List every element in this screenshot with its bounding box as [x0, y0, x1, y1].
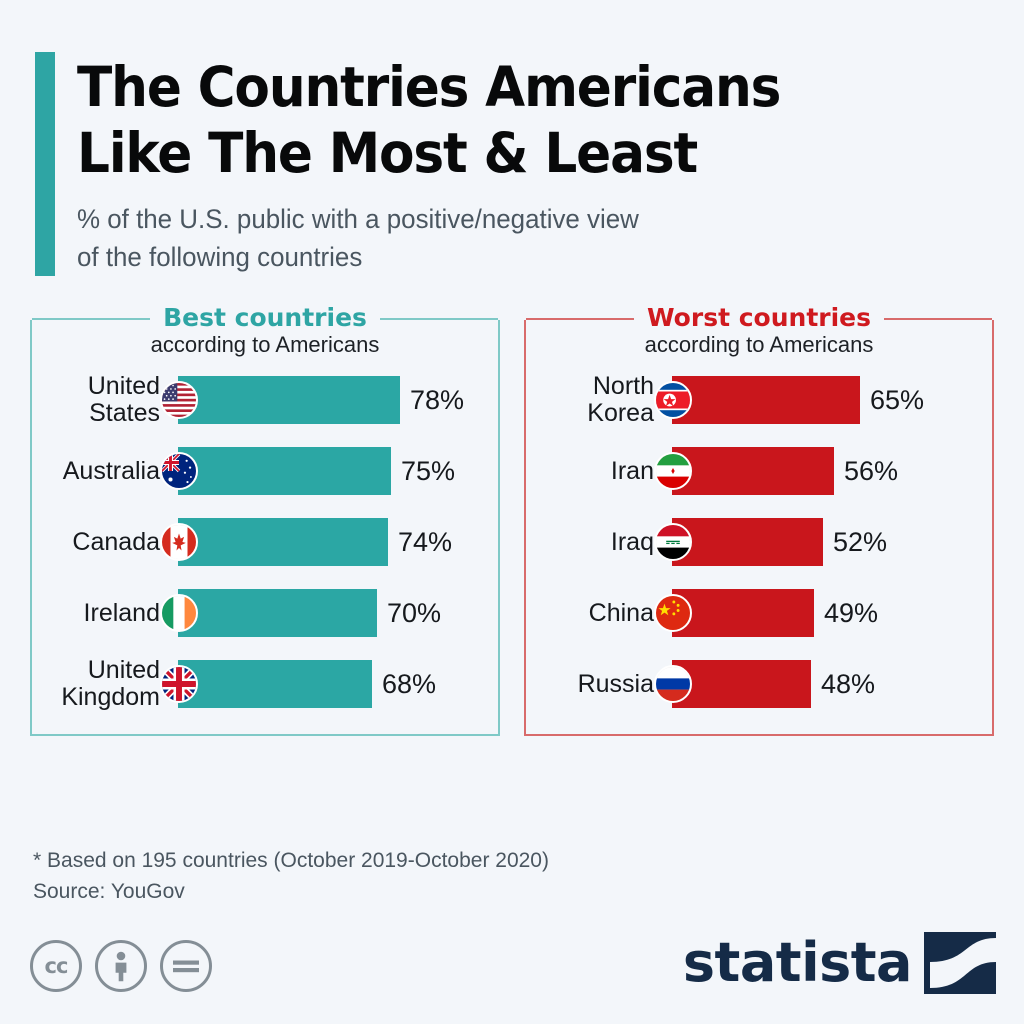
rule-left — [32, 318, 151, 320]
footnote-source: * Based on 195 countries (October 2019-O… — [33, 849, 549, 903]
bar-row: Canada 74% — [32, 518, 498, 566]
statista-wordmark: statista — [682, 931, 913, 994]
person-glyph — [115, 951, 127, 982]
page-subtitle: % of the U.S. public with a positive/neg… — [77, 204, 639, 272]
bar — [672, 589, 814, 637]
bar-row: United States — [32, 372, 498, 427]
panel-best-countries: Best countries according to Americans Un… — [30, 305, 500, 736]
panel-best-rows: United States — [32, 366, 498, 711]
statista-mark-icon — [924, 932, 996, 994]
bar-row: China — [526, 589, 992, 637]
creative-commons-icon[interactable]: cc — [30, 940, 82, 992]
bar-value: 74% — [398, 526, 453, 557]
header-text: The Countries Americans Like The Most & … — [77, 52, 825, 276]
country-label: China — [588, 598, 654, 627]
country-label: Canada — [72, 527, 160, 556]
bar — [672, 376, 860, 424]
bar — [672, 518, 823, 566]
bar-value: 52% — [833, 526, 888, 557]
country-label: Iraq — [610, 527, 654, 556]
chart-panels: Best countries according to Americans Un… — [30, 305, 994, 736]
bar-row: North Korea 65% — [526, 372, 992, 427]
bar — [178, 660, 372, 708]
country-label: United Kingdom — [61, 656, 160, 711]
bar-value: 75% — [401, 455, 456, 486]
bar — [178, 518, 388, 566]
flag-ireland-icon — [160, 594, 198, 632]
country-label: North Korea — [587, 372, 654, 427]
bar-row: Australia — [32, 447, 498, 495]
flag-united-states-icon — [160, 381, 198, 419]
equals-glyph — [173, 960, 199, 973]
flag-north-korea-icon — [654, 381, 692, 419]
title-accent-bar — [35, 52, 55, 276]
bar-row: United Kingdom 68% — [32, 656, 498, 711]
flag-iraq-icon — [654, 523, 692, 561]
bar-row: Ireland 70% — [32, 589, 498, 637]
license-icons: cc — [30, 940, 212, 992]
panel-worst-countries: Worst countries according to Americans N… — [524, 305, 994, 736]
flag-australia-icon — [160, 452, 198, 490]
bar-value: 56% — [844, 455, 899, 486]
country-label: United States — [87, 372, 160, 427]
flag-canada-icon — [160, 523, 198, 561]
bar-row: Iraq — [526, 518, 992, 566]
header: The Countries Americans Like The Most & … — [35, 52, 990, 276]
bar-value: 48% — [821, 668, 876, 699]
rule-right — [884, 318, 992, 320]
page-title: The Countries Americans Like The Most & … — [77, 55, 781, 185]
country-label: Ireland — [83, 598, 160, 627]
bar-value: 70% — [387, 597, 442, 628]
bar — [672, 660, 811, 708]
flag-china-icon — [654, 594, 692, 632]
bar-value: 68% — [382, 668, 437, 699]
rule-right — [379, 318, 499, 320]
bar — [178, 589, 377, 637]
country-label: Iran — [610, 456, 654, 485]
bar — [672, 447, 834, 495]
country-label: Australia — [62, 456, 160, 485]
flag-russia-icon — [654, 665, 692, 703]
rule-left — [526, 318, 634, 320]
panel-worst-rows: North Korea 65% Ira — [526, 366, 992, 708]
no-derivatives-icon[interactable] — [160, 940, 212, 992]
panel-best-title: Best countries — [163, 303, 367, 332]
cc-label: cc — [44, 953, 69, 978]
flag-iran-icon — [654, 452, 692, 490]
bar-value: 78% — [410, 384, 465, 415]
bar-value: 49% — [824, 597, 879, 628]
flag-united-kingdom-icon — [160, 665, 198, 703]
panel-worst-title: Worst countries — [647, 303, 871, 332]
bar-value: 65% — [870, 384, 925, 415]
bar — [178, 447, 391, 495]
panel-best-subtitle: according to Americans — [150, 332, 380, 357]
attribution-icon[interactable] — [95, 940, 147, 992]
bar — [178, 376, 400, 424]
panel-worst-subtitle: according to Americans — [644, 332, 874, 357]
bar-row: Russia 48% — [526, 660, 992, 708]
statista-logo[interactable]: statista — [683, 932, 996, 994]
bar-row: Iran 56% — [526, 447, 992, 495]
country-label: Russia — [577, 669, 654, 698]
